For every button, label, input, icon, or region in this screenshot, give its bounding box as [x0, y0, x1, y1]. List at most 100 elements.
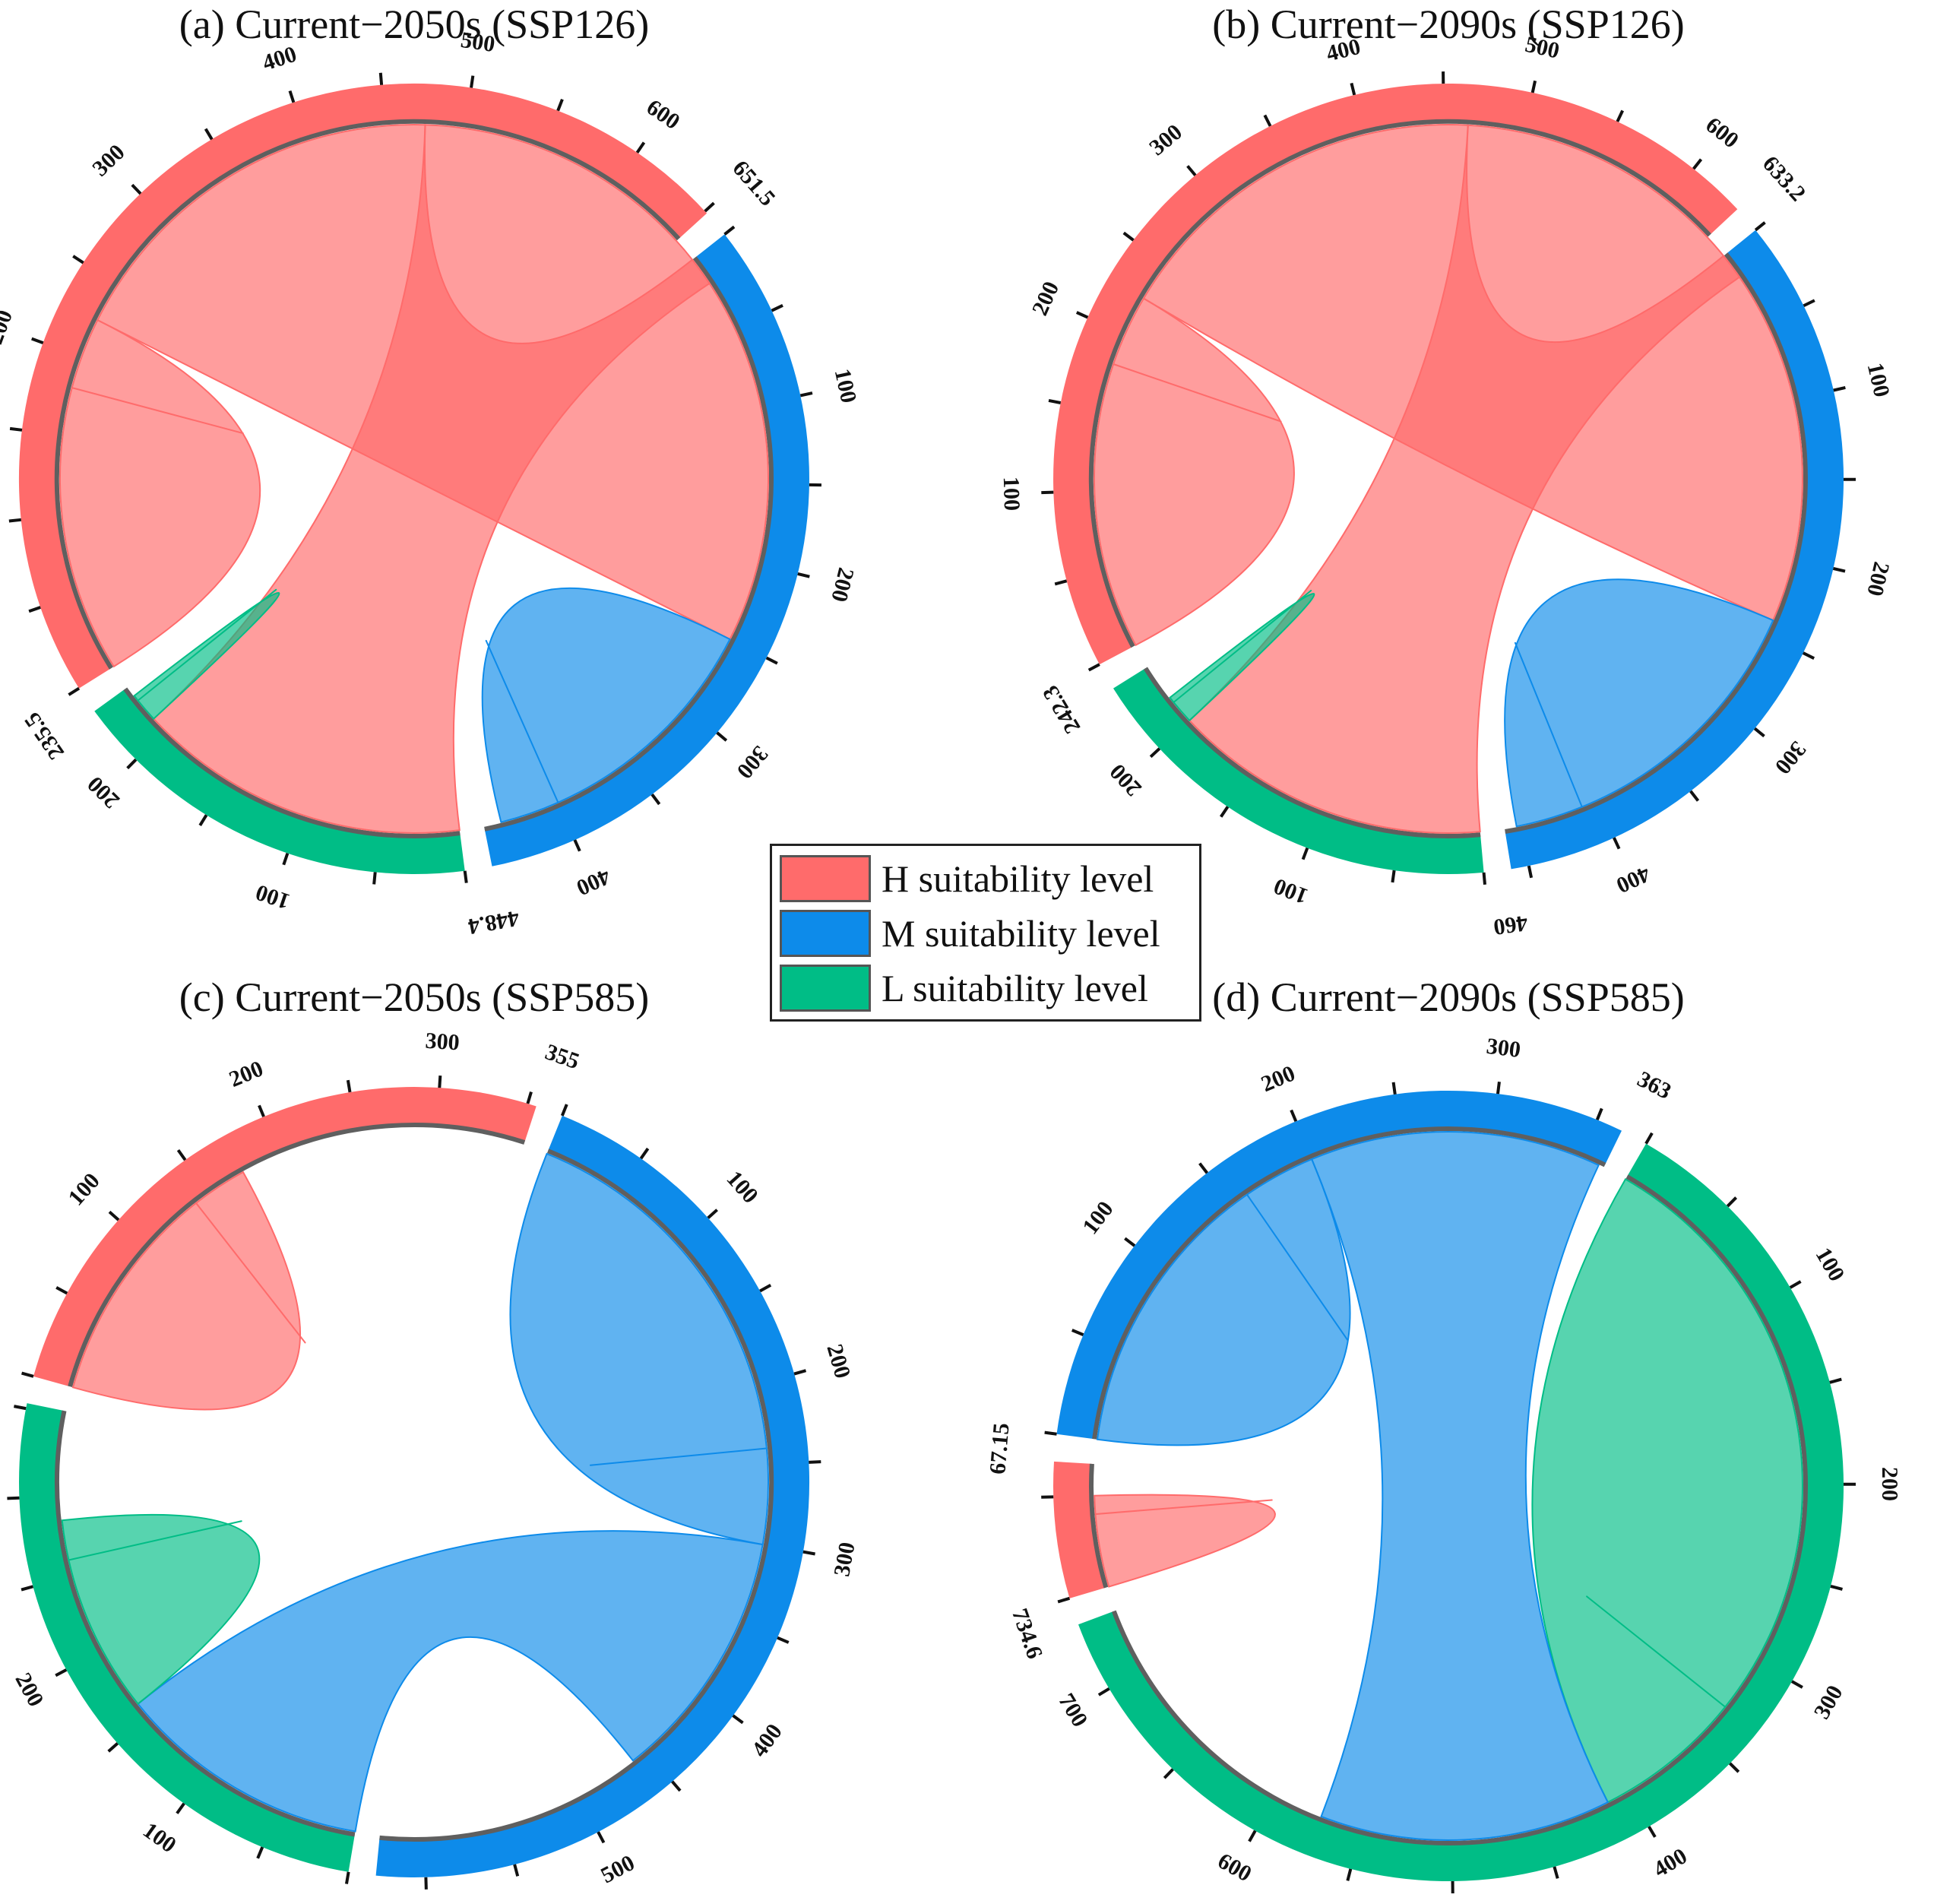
legend-label-m: M suitability level — [882, 912, 1160, 955]
axis-tick — [1248, 1830, 1257, 1842]
legend-label-l: L suitability level — [882, 967, 1148, 1009]
axis-tick — [765, 656, 778, 665]
sector-m — [484, 234, 809, 866]
chord-l-to-l — [61, 1513, 261, 1706]
axis-tick — [1616, 109, 1625, 122]
axis-tick — [21, 1371, 34, 1378]
axis-tick — [1198, 1162, 1209, 1174]
sector-end-label: 67.15 — [985, 1422, 1014, 1475]
chord-l-to-l — [133, 589, 280, 721]
axis-tick — [1149, 747, 1161, 759]
legend-label-h: H suitability level — [882, 857, 1154, 900]
axis-tick — [1054, 579, 1068, 586]
axis-tick — [1830, 1584, 1843, 1591]
axis-tick — [463, 870, 468, 883]
tick-label: 600 — [1214, 1849, 1255, 1887]
sector-inner-border — [68, 1123, 526, 1388]
axis-tick — [438, 1075, 442, 1088]
axis-tick — [7, 1496, 20, 1500]
axis-tick — [560, 1104, 568, 1117]
tick-label: 100 — [252, 879, 293, 914]
tick-label: 300 — [1809, 1681, 1848, 1723]
axis-tick — [1754, 221, 1766, 232]
axis-tick — [1290, 1109, 1298, 1123]
sector-inner-border — [123, 687, 461, 838]
tick-label: 200 — [226, 1056, 267, 1092]
axis-tick — [107, 1742, 119, 1753]
sector-m — [1056, 1090, 1622, 1440]
axis-tick — [597, 1831, 606, 1844]
tick-label: 700 — [1053, 1689, 1092, 1731]
tick-label: 100 — [830, 366, 862, 405]
axis-tick — [346, 1079, 352, 1093]
axis-tick — [1087, 663, 1100, 672]
axis-tick — [198, 814, 208, 826]
axis-tick — [8, 518, 21, 523]
sector-end-label: 355 — [542, 1039, 582, 1074]
axis-tick — [1644, 1132, 1654, 1145]
axis-tick — [258, 1104, 265, 1117]
axis-tick — [513, 1864, 520, 1877]
axis-tick — [650, 794, 661, 806]
sector-l — [94, 689, 465, 874]
tick-label: 400 — [1649, 1843, 1692, 1882]
axis-tick — [1802, 651, 1815, 660]
sector-inner-border — [1505, 252, 1808, 834]
panel-title: (c) Current−2050s (SSP585) — [179, 974, 649, 1020]
legend-item-h: H suitability level — [780, 855, 1154, 902]
axis-tick — [1553, 1866, 1559, 1879]
tick-label: 100 — [722, 1166, 764, 1209]
axis-tick — [1833, 385, 1846, 392]
axis-tick — [526, 1091, 533, 1104]
chord-m-to-m — [509, 1152, 770, 1546]
axis-tick — [573, 839, 581, 852]
sector-end-label: 633.2 — [1758, 151, 1811, 206]
axis-tick — [72, 255, 84, 265]
axis-tick — [131, 183, 142, 195]
tick-label: 400 — [747, 1719, 787, 1762]
axis-tick — [1482, 872, 1486, 885]
axis-tick — [28, 606, 41, 613]
chord-h-to-h — [71, 1171, 306, 1411]
axis-tick — [1048, 398, 1062, 404]
legend-item-l: L suitability level — [780, 965, 1148, 1012]
axis-tick — [176, 1802, 185, 1814]
sector-l — [1113, 668, 1484, 874]
sector-end-label: 363 — [1633, 1066, 1675, 1104]
tick-label: 300 — [87, 140, 129, 182]
axis-tick — [1530, 80, 1537, 93]
sector-end-label: 235.5 — [20, 708, 70, 764]
tick-label: 600 — [642, 94, 685, 135]
axis-tick — [108, 1210, 120, 1221]
chord-h-to-l — [152, 124, 711, 834]
legend-swatch-h — [780, 855, 871, 902]
tick-label: 200 — [10, 1668, 48, 1710]
axis-tick — [1789, 1280, 1802, 1289]
tick-label: 200 — [1862, 559, 1894, 598]
axis-tick — [282, 852, 290, 866]
tick-label: 400 — [573, 863, 615, 900]
axis-tick — [1124, 1237, 1136, 1247]
axis-tick — [372, 872, 377, 885]
chord-m-to-m — [481, 587, 731, 823]
tick-label: 500 — [597, 1850, 638, 1888]
sector-inner-border — [379, 1148, 774, 1842]
axis-tick — [1044, 1430, 1057, 1436]
axis-tick — [802, 1550, 815, 1556]
sector-inner-border — [55, 1410, 356, 1837]
tick-label: 200 — [1877, 1467, 1902, 1501]
chord-m-to-l — [1310, 1131, 1610, 1841]
axis-tick — [1496, 1081, 1501, 1095]
axis-tick — [1692, 158, 1703, 170]
tick-label: 200 — [821, 1342, 855, 1381]
axis-tick — [1753, 727, 1765, 738]
tick-label: 200 — [1105, 759, 1147, 800]
tick-label: 100 — [1811, 1243, 1850, 1285]
axis-tick — [1346, 1868, 1353, 1881]
axis-tick — [1689, 790, 1700, 802]
legend: H suitability level M suitability level … — [770, 844, 1201, 1022]
axis-tick — [55, 1286, 68, 1295]
tick-label: 300 — [1485, 1034, 1522, 1063]
